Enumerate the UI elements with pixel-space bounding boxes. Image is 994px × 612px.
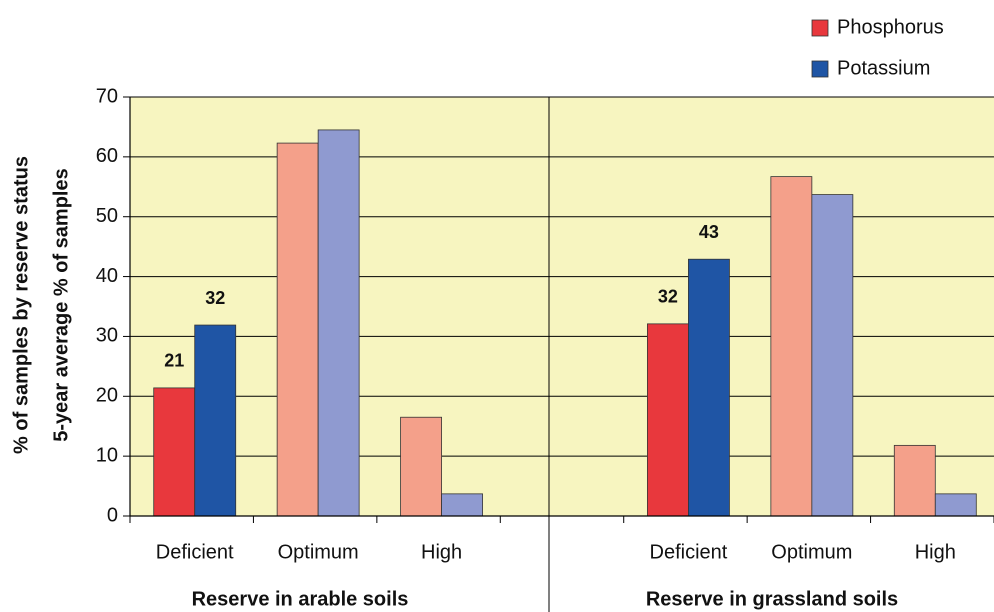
bar	[934, 493, 977, 517]
legend-swatch	[811, 60, 829, 78]
bar	[811, 194, 854, 517]
legend-label: Potassium	[837, 57, 930, 79]
value-label: 21	[164, 351, 184, 371]
value-label: 32	[658, 287, 678, 307]
bar	[153, 387, 196, 517]
y-tick-label: 0	[107, 504, 118, 526]
bar	[441, 493, 483, 517]
group-label: Reserve in grassland soils	[646, 588, 898, 610]
legend-label: Phosphorus	[837, 16, 944, 38]
y-tick-label: 20	[96, 385, 118, 407]
plot-background	[130, 97, 994, 516]
x-tick-label: Optimum	[278, 541, 359, 563]
x-tick-label: High	[915, 541, 956, 563]
x-tick-label: Deficient	[156, 541, 234, 563]
bar	[893, 444, 936, 517]
bar	[688, 258, 730, 517]
y-tick-label: 40	[96, 265, 118, 287]
y-tick-label: 70	[96, 85, 118, 107]
y-tick-label: 30	[96, 325, 118, 347]
bar	[770, 176, 813, 517]
y-tick-label: 50	[96, 205, 118, 227]
y-tick-label: 10	[96, 444, 118, 466]
group-label: Reserve in arable soils	[192, 588, 409, 610]
y-axis-label: 5-year average % of samples	[50, 168, 72, 442]
bar	[194, 324, 237, 517]
x-tick-label: Deficient	[650, 541, 728, 563]
y-axis-label: % of samples by reserve status	[10, 156, 32, 454]
bar	[647, 323, 689, 517]
legend-swatch	[811, 19, 829, 37]
y-tick-label: 60	[96, 145, 118, 167]
x-tick-label: Optimum	[771, 541, 852, 563]
bar	[317, 129, 360, 517]
bar	[276, 142, 319, 517]
bar	[400, 416, 442, 517]
value-label: 43	[699, 222, 719, 242]
value-label: 32	[205, 288, 225, 308]
x-tick-label: High	[421, 541, 462, 563]
